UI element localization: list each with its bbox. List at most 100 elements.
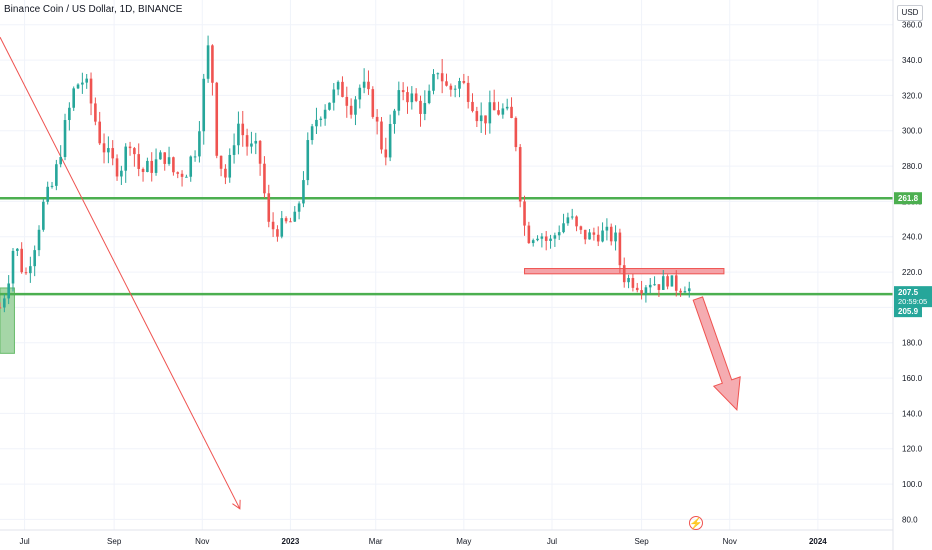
candle-body bbox=[423, 103, 427, 114]
candle-body bbox=[258, 140, 262, 164]
candle-body bbox=[68, 107, 71, 121]
candle-body bbox=[523, 201, 526, 226]
candle bbox=[72, 86, 75, 111]
y-tick-label: 240.0 bbox=[902, 233, 923, 242]
candle bbox=[510, 97, 513, 119]
candle bbox=[124, 143, 128, 183]
candle bbox=[475, 106, 479, 128]
candle-body bbox=[640, 290, 643, 294]
candle bbox=[531, 238, 535, 247]
candle bbox=[436, 72, 440, 80]
candle-body bbox=[579, 226, 583, 230]
candle-body bbox=[609, 226, 613, 242]
candle-body bbox=[549, 238, 552, 241]
candle bbox=[687, 281, 691, 298]
candle bbox=[336, 80, 340, 96]
candle-body bbox=[198, 131, 201, 157]
candle bbox=[657, 284, 661, 297]
candle bbox=[354, 96, 357, 126]
candle bbox=[492, 89, 496, 111]
candle bbox=[635, 282, 639, 293]
candle bbox=[596, 226, 600, 247]
candle bbox=[527, 221, 531, 244]
candle-body bbox=[172, 157, 175, 173]
symbol-title: Binance Coin / US Dollar, 1D, BINANCE bbox=[4, 4, 183, 15]
candle-body bbox=[263, 163, 266, 194]
candle-body bbox=[601, 230, 604, 242]
candle-body bbox=[371, 89, 375, 117]
currency-selector[interactable]: USD bbox=[897, 5, 923, 21]
candle-body bbox=[540, 236, 544, 239]
candle bbox=[401, 82, 405, 101]
candle-body bbox=[254, 140, 258, 144]
candle bbox=[622, 257, 626, 288]
candle-body bbox=[536, 238, 539, 241]
candle-body bbox=[488, 102, 492, 124]
candle bbox=[683, 286, 687, 293]
candle-body bbox=[293, 211, 297, 222]
trend-line bbox=[0, 36, 241, 510]
candle bbox=[323, 104, 327, 126]
candle-body bbox=[219, 155, 223, 169]
candle-body bbox=[280, 218, 284, 237]
candle bbox=[289, 217, 292, 223]
candle bbox=[410, 86, 414, 110]
grid bbox=[0, 0, 893, 530]
candle bbox=[46, 181, 49, 205]
candle bbox=[232, 133, 236, 164]
candle bbox=[518, 144, 522, 208]
candle bbox=[514, 116, 518, 152]
candle-body bbox=[141, 168, 145, 172]
y-tick-label: 140.0 bbox=[902, 409, 923, 418]
candle bbox=[16, 248, 19, 257]
candle bbox=[59, 145, 62, 168]
candle bbox=[102, 133, 106, 164]
x-tick-label: Sep bbox=[634, 537, 649, 546]
candle bbox=[250, 131, 253, 154]
candle-body bbox=[163, 152, 167, 164]
candle-body bbox=[588, 232, 591, 240]
candle bbox=[648, 277, 652, 294]
candle-body bbox=[583, 229, 587, 240]
candle-body bbox=[679, 290, 682, 293]
candle bbox=[137, 143, 141, 177]
candle-body bbox=[596, 234, 600, 242]
candle-body bbox=[592, 232, 596, 235]
candle-body bbox=[59, 157, 62, 165]
candle-body bbox=[527, 225, 531, 244]
candle-body bbox=[250, 143, 253, 147]
candle-body bbox=[89, 78, 93, 104]
candle-body bbox=[237, 123, 240, 146]
x-tick-label: May bbox=[456, 537, 471, 546]
candle-body bbox=[471, 101, 474, 112]
candle-body bbox=[605, 226, 609, 231]
candle bbox=[120, 165, 123, 185]
candle-body bbox=[72, 88, 75, 108]
lightning-icon-ring bbox=[689, 516, 703, 530]
secondary-price-tag bbox=[894, 306, 922, 318]
candle-body bbox=[133, 148, 136, 155]
candle-body bbox=[501, 108, 505, 115]
last-price-label: 207.5 bbox=[898, 288, 919, 297]
candle-body bbox=[354, 99, 357, 115]
candle bbox=[427, 84, 431, 105]
candle bbox=[302, 171, 305, 208]
candle-body bbox=[16, 248, 19, 251]
drawings bbox=[0, 36, 893, 510]
candle-body bbox=[653, 284, 656, 286]
candle bbox=[193, 150, 197, 162]
candle-body bbox=[661, 276, 665, 290]
candle-body bbox=[319, 118, 323, 120]
y-tick-label: 100.0 bbox=[902, 480, 923, 489]
candle bbox=[328, 102, 331, 111]
trend-line-arrowhead bbox=[232, 499, 241, 510]
last-price-tag bbox=[894, 286, 932, 308]
candle-body bbox=[674, 275, 678, 291]
candle bbox=[150, 152, 154, 182]
candle-body bbox=[202, 78, 206, 132]
candle-body bbox=[310, 126, 314, 141]
candle bbox=[81, 72, 84, 94]
candle bbox=[215, 81, 219, 159]
candle bbox=[349, 98, 353, 119]
